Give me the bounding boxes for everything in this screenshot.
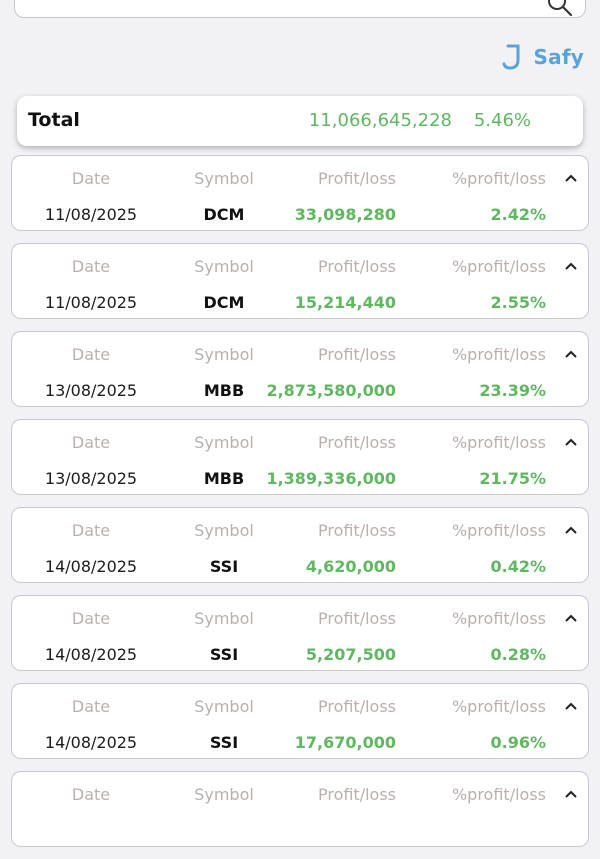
trade-card[interactable]: Date Symbol Profit/loss %profit/loss 14/…	[11, 683, 589, 759]
chevron-up-icon[interactable]	[564, 613, 578, 623]
trade-card[interactable]: Date Symbol Profit/loss %profit/loss 11/…	[11, 243, 589, 319]
safy-logo-icon	[502, 44, 520, 70]
trade-card[interactable]: Date Symbol Profit/loss %profit/loss	[11, 771, 589, 847]
trade-date: 13/08/2025	[44, 381, 138, 400]
trade-symbol: DCM	[203, 205, 245, 224]
trade-symbol: DCM	[203, 293, 245, 312]
trade-percent: 0.96%	[490, 733, 546, 752]
total-summary: Total 11,066,645,228 5.46%	[17, 96, 583, 146]
symbol-header: Symbol	[194, 433, 254, 452]
trade-date: 14/08/2025	[44, 645, 138, 664]
date-header: Date	[71, 345, 111, 364]
trade-card[interactable]: Date Symbol Profit/loss %profit/loss 13/…	[11, 331, 589, 407]
trade-symbol: MBB	[203, 381, 245, 400]
trade-date: 14/08/2025	[44, 733, 138, 752]
trade-card[interactable]: Date Symbol Profit/loss %profit/loss 11/…	[11, 155, 589, 231]
date-header: Date	[71, 433, 111, 452]
search-icon[interactable]	[547, 0, 573, 17]
search-input[interactable]	[14, 0, 586, 18]
percent-header: %profit/loss	[451, 697, 546, 716]
chevron-up-icon[interactable]	[564, 525, 578, 535]
percent-header: %profit/loss	[451, 521, 546, 540]
chevron-up-icon[interactable]	[564, 789, 578, 799]
profit-header: Profit/loss	[317, 697, 396, 716]
trade-percent: 0.42%	[490, 557, 546, 576]
percent-header: %profit/loss	[451, 433, 546, 452]
trade-profit: 2,873,580,000	[266, 381, 396, 400]
trade-symbol: MBB	[203, 469, 245, 488]
symbol-header: Symbol	[194, 345, 254, 364]
percent-header: %profit/loss	[451, 345, 546, 364]
percent-header: %profit/loss	[451, 785, 546, 804]
percent-header: %profit/loss	[451, 257, 546, 276]
percent-header: %profit/loss	[451, 609, 546, 628]
symbol-header: Symbol	[194, 521, 254, 540]
trade-card[interactable]: Date Symbol Profit/loss %profit/loss 14/…	[11, 507, 589, 583]
trade-card[interactable]: Date Symbol Profit/loss %profit/loss 13/…	[11, 419, 589, 495]
symbol-header: Symbol	[194, 697, 254, 716]
profit-header: Profit/loss	[317, 433, 396, 452]
profit-header: Profit/loss	[317, 521, 396, 540]
symbol-header: Symbol	[194, 785, 254, 804]
date-header: Date	[71, 257, 111, 276]
date-header: Date	[71, 169, 111, 188]
profit-header: Profit/loss	[317, 169, 396, 188]
trade-profit: 4,620,000	[305, 557, 396, 576]
chevron-up-icon[interactable]	[564, 701, 578, 711]
trade-symbol: SSI	[209, 557, 239, 576]
trade-list: Date Symbol Profit/loss %profit/loss 11/…	[11, 155, 589, 859]
trade-symbol: SSI	[209, 645, 239, 664]
profit-header: Profit/loss	[317, 257, 396, 276]
trade-profit: 33,098,280	[294, 205, 396, 224]
trade-percent: 21.75%	[479, 469, 546, 488]
chevron-up-icon[interactable]	[564, 349, 578, 359]
profit-header: Profit/loss	[317, 785, 396, 804]
symbol-header: Symbol	[194, 169, 254, 188]
trade-date: 13/08/2025	[44, 469, 138, 488]
symbol-header: Symbol	[194, 609, 254, 628]
chevron-up-icon[interactable]	[564, 261, 578, 271]
date-header: Date	[71, 521, 111, 540]
date-header: Date	[71, 697, 111, 716]
trade-profit: 17,670,000	[294, 733, 396, 752]
percent-header: %profit/loss	[451, 169, 546, 188]
trade-date: 14/08/2025	[44, 557, 138, 576]
total-amount: 11,066,645,228	[308, 110, 452, 131]
trade-date: 11/08/2025	[44, 205, 138, 224]
trade-card[interactable]: Date Symbol Profit/loss %profit/loss 14/…	[11, 595, 589, 671]
date-header: Date	[71, 609, 111, 628]
trade-profit: 5,207,500	[305, 645, 396, 664]
total-label: Total	[28, 109, 80, 131]
trade-profit: 1,389,336,000	[266, 469, 396, 488]
brand-name: Safy	[533, 45, 584, 69]
total-percent: 5.46%	[473, 110, 531, 131]
chevron-up-icon[interactable]	[564, 437, 578, 447]
trade-percent: 2.42%	[490, 205, 546, 224]
trade-symbol: SSI	[209, 733, 239, 752]
chevron-up-icon[interactable]	[564, 173, 578, 183]
trade-percent: 0.28%	[490, 645, 546, 664]
profit-header: Profit/loss	[317, 345, 396, 364]
brand-logo: Safy	[502, 41, 584, 73]
date-header: Date	[71, 785, 111, 804]
trade-percent: 2.55%	[490, 293, 546, 312]
trade-date: 11/08/2025	[44, 293, 138, 312]
profit-header: Profit/loss	[317, 609, 396, 628]
trade-percent: 23.39%	[479, 381, 546, 400]
symbol-header: Symbol	[194, 257, 254, 276]
trade-profit: 15,214,440	[294, 293, 396, 312]
